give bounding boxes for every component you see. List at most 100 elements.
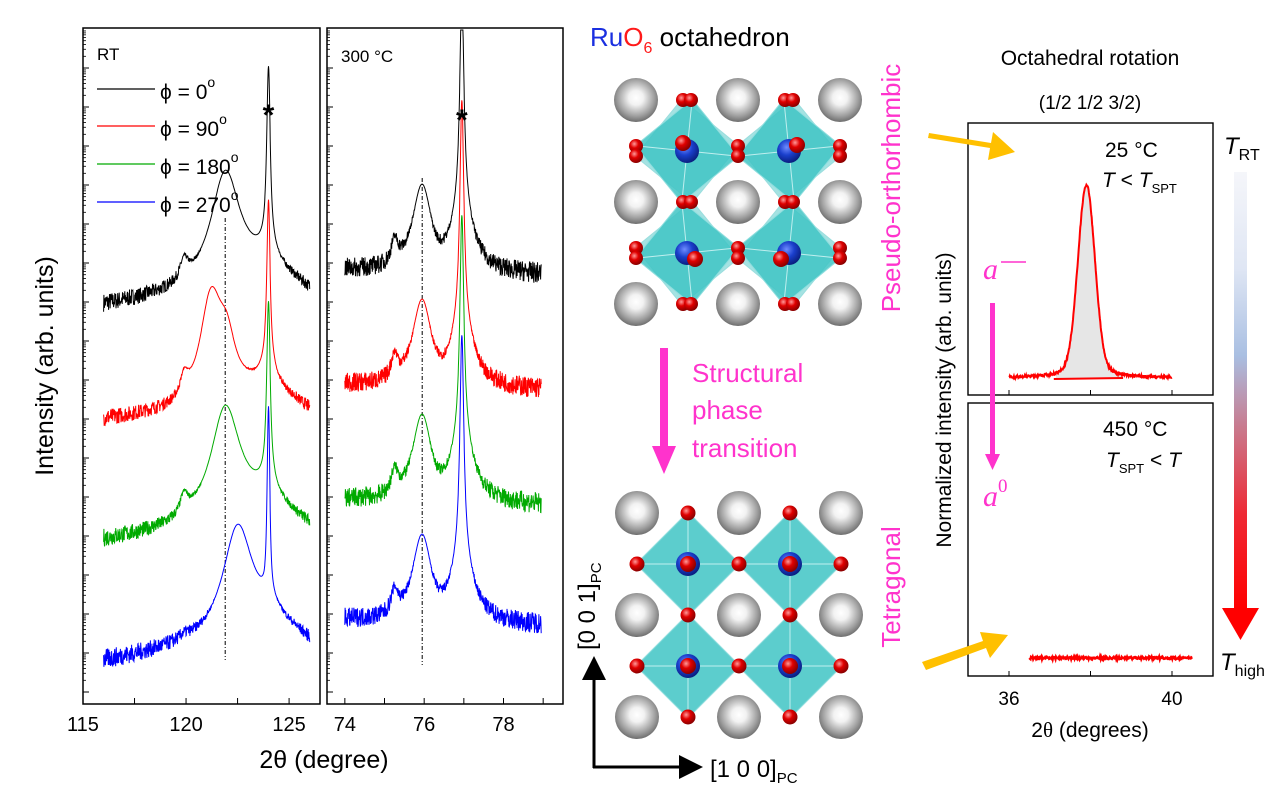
rt-curves [103,66,311,667]
a-site-atom [717,491,761,535]
a-site-atom [614,78,658,122]
rotation-title: Octahedral rotation [1001,47,1180,70]
a-site-atom [818,282,862,326]
axis-001-label: [0 0 1] [574,583,601,650]
apical-oxygen-atom [782,658,798,674]
temperature-gradient-bar [1234,172,1247,610]
x-tick-label: 74 [334,714,356,736]
oxygen-atom [833,241,847,255]
rt-panel-title: RT [97,45,119,64]
t-high-label: Thigh [1220,649,1265,680]
a-site-atom [614,282,658,326]
rot-x-axis-label: 2θ (degrees) [1031,718,1148,742]
ht-x-ticks: 74 76 78 [334,698,544,736]
rotation-x-ticks [1008,390,1173,676]
oxygen-atom [680,607,696,623]
a-site-atom [819,695,863,739]
oxygen-atom [629,149,643,163]
rotation-figure: Octahedral rotation (1/2 1/2 3/2) Normal… [922,47,1265,742]
a-site-atom [717,593,761,637]
axis-001-sub: PC [588,562,605,583]
apical-oxygen-atom [773,251,789,267]
axis-100-label: [1 0 0] [710,756,777,783]
a-site-atom [818,180,862,224]
svg-text:ϕ = 180o: ϕ = 180o [160,149,239,179]
ht-panel-frame [326,27,564,705]
xrd-curve-phi270 [103,406,311,667]
reflection-label: (1/2 1/2 3/2) [1039,93,1141,114]
legend-degree: o [231,149,239,165]
xrd-curve-phi180 [344,215,542,514]
ru-label: Ru [590,22,623,52]
apical-oxygen-atom [687,251,703,267]
a-site-atom [716,180,760,224]
rt-condition-label: T < TSPT [1102,169,1177,196]
oxygen-atom [629,658,645,674]
a-site-atom [716,282,760,326]
xrd-curve-phi90 [103,199,311,427]
glazer-arrow [985,303,1000,470]
temperature-arrow-head [1222,608,1259,640]
rot-x-tick-40: 40 [1161,689,1182,710]
apical-oxygen-atom [680,556,696,572]
oxygen-atom [786,93,800,107]
crystal-axes: [0 0 1]PC [1 0 0]PC [574,562,798,787]
pseudo-orthorhombic-label: Pseudo-orthorhombic [876,64,906,313]
xrd-curve-phi90 [344,100,542,398]
xrd-curve-phi270 [344,335,542,634]
oxygen-atom [629,251,643,265]
oxygen-atom [684,195,698,209]
oxygen-atom [731,241,745,255]
rot-x-tick-36: 36 [998,689,1019,710]
a-site-atom [717,695,761,739]
legend-label-phi90: ϕ = 90 [160,118,219,141]
ht-panel-title: 300 °C [341,47,393,66]
x-axis-label: 2θ (degree) [259,746,388,774]
a-site-atom [615,593,659,637]
apical-oxygen-atom [675,135,691,151]
apical-oxygen-atom [789,137,805,153]
oxygen-atom [833,139,847,153]
y-axis-label: Intensity (arb. units) [31,256,59,476]
legend-degree: o [207,74,215,90]
a-site-atom [614,180,658,224]
oxygen-atom [731,556,747,572]
rt-panel: 115 120 125 RT * ϕ = 0o ϕ = 90o ϕ = 180o [67,27,321,736]
oxygen-atom [833,251,847,265]
ht-condition-label: TSPT < T [1106,449,1183,476]
svg-text:[0 0 1]PC: [0 0 1]PC [574,562,605,650]
tetragonal-structure [615,491,863,739]
legend-degree: o [231,187,239,203]
transition-label: Structural phase transition [692,358,811,463]
apical-oxygen-atom [782,556,798,572]
axis-100-sub: PC [777,770,798,787]
rt-temp-label: 25 °C [1105,139,1158,162]
x-tick-label: 115 [67,714,99,736]
o-label: O [623,22,643,52]
rt-substrate-peak-marker: * [263,99,275,132]
ruo6-title: RuO6 octahedron [590,22,790,57]
a-site-atom [818,78,862,122]
rt-panel-frame [82,27,321,705]
x-tick-label: 78 [492,714,514,736]
oxygen-atom [782,607,798,623]
x-tick-label: 76 [413,714,435,736]
xrd-figure: Intensity (arb. units) 2θ (degree) 115 12… [31,27,564,774]
gold-arrow-top [928,132,1015,160]
legend-item-phi180: ϕ = 180o [97,149,239,179]
legend-label-phi0: ϕ = 0 [160,81,207,104]
octahedron-word: octahedron [652,22,789,52]
oxygen-atom [786,297,800,311]
oxygen-atom [833,149,847,163]
svg-text:ϕ = 90o: ϕ = 90o [160,111,227,141]
ht-substrate-peak-marker: * [456,104,468,137]
oxygen-atom [786,195,800,209]
oxygen-atom [629,241,643,255]
x-tick-label: 120 [169,714,202,736]
rt-y-ticks [83,30,89,693]
legend-degree: o [219,111,227,127]
oxygen-atom [629,556,645,572]
structure-figure: RuO6 octahedron Pseudo-orthorhombic Stru… [574,22,906,787]
glazer-a-zero: a0 [983,476,1008,513]
xrd-curve-phi0 [344,29,542,283]
